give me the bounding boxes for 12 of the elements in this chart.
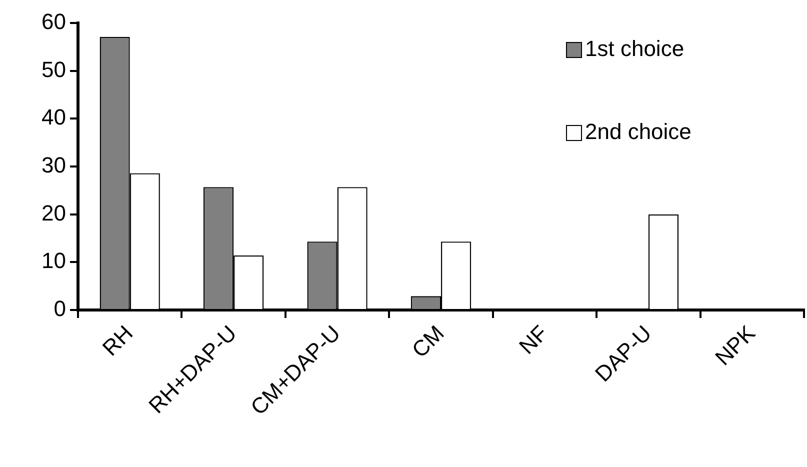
x-tick-label: CM [406,320,449,362]
legend-label: 2nd choice [585,119,692,144]
y-tick-label: 40 [42,104,66,130]
y-tick-label: 30 [42,152,66,178]
y-tick-label: 50 [42,56,66,82]
y-tick-label: 0 [54,296,66,322]
y-tick-label: 10 [42,248,66,274]
x-tick-label: NF [514,320,553,359]
y-tick-label: 20 [42,200,66,226]
x-tick-label: RH [98,320,138,361]
legend-label: 1st choice [585,36,684,62]
y-tick-label: 60 [42,9,66,34]
